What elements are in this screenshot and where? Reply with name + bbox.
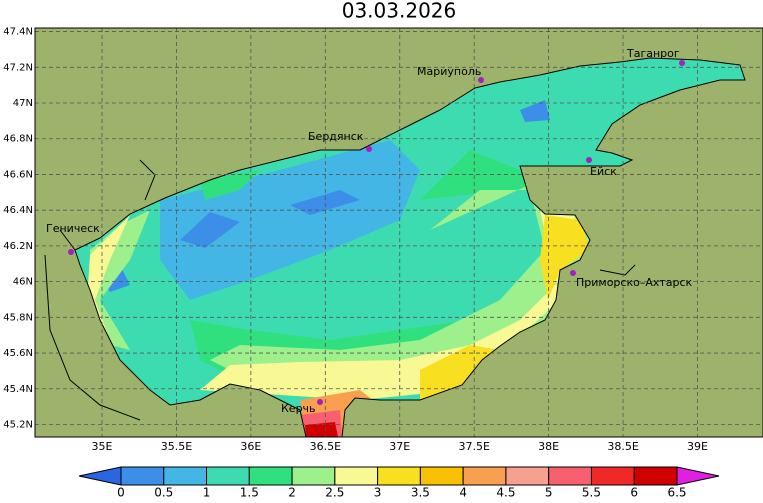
colorbar-tick-label: 5.5 — [582, 486, 601, 500]
map-frame — [34, 27, 763, 438]
contour-6-6.5 — [305, 422, 338, 437]
city-label: Керчь — [281, 402, 316, 415]
lon-tick-label: 36E — [240, 440, 261, 453]
colorbar-segment — [590, 466, 635, 486]
city-dot — [366, 146, 372, 152]
city-dot — [570, 270, 576, 276]
colorbar-tick-label: 2.5 — [325, 486, 344, 500]
title: 03.03.2026 — [342, 0, 457, 23]
colorbar-tick-label: 4 — [459, 486, 467, 500]
lat-tick-label: 46N — [13, 277, 33, 288]
colorbar-tick-label: 4.5 — [496, 486, 515, 500]
colorbar-end — [676, 466, 720, 486]
city-dot — [317, 399, 323, 405]
lat-tick-label: 46.6N — [3, 169, 33, 180]
lat-tick-label: 45.4N — [3, 384, 33, 395]
lon-tick-label: 38.5E — [607, 440, 638, 453]
colorbar-segment — [505, 466, 550, 486]
colorbar-tick-label: 6.5 — [667, 486, 686, 500]
colorbar-tick-label: 0 — [117, 486, 125, 500]
lon-tick-label: 35.5E — [161, 440, 192, 453]
lat-tick-label: 45.6N — [3, 348, 33, 359]
colorbar-segment — [633, 466, 678, 486]
colorbar-tick-label: 1 — [203, 486, 211, 500]
city-label: Приморско–Ахтарск — [576, 276, 693, 289]
contour-3-3.5 — [420, 215, 590, 400]
colorbar: 0 0.5 1 1.5 2 2.5 3 3.5 4 4.5 5 5.5 6 6.5 — [78, 466, 720, 500]
cities: Геническ Бердянск Мариуполь Таганрог Ейс… — [46, 47, 693, 415]
contour-2.5-3 — [85, 210, 575, 400]
colorbar-segment — [334, 466, 379, 486]
city-label: Ейск — [590, 165, 617, 178]
lon-tick-label: 36.5E — [310, 440, 341, 453]
city-dot — [679, 60, 685, 66]
lat-tick-label: 45.8N — [3, 312, 33, 323]
lat-tick-label: 46.4N — [3, 205, 33, 216]
colorbar-segment — [419, 466, 464, 486]
colorbar-tick-label: 1.5 — [240, 486, 259, 500]
city-label: Бердянск — [308, 130, 364, 143]
city-label: Мариуполь — [417, 65, 481, 78]
city-dot — [478, 77, 484, 83]
colorbar-tick-label: 5 — [545, 486, 553, 500]
colorbar-segment — [291, 466, 336, 486]
colorbar-segment — [206, 466, 250, 486]
lat-tick-label: 47.2N — [3, 62, 33, 73]
colorbar-tick-label: 6 — [630, 486, 638, 500]
lat-tick-label: 46.8N — [3, 134, 33, 145]
lat-tick-label: 47.4N — [3, 27, 33, 38]
colorbar-end — [78, 466, 122, 486]
lon-tick-label: 39E — [687, 440, 708, 453]
contour-2-2.5 — [90, 180, 600, 385]
colorbar-segment — [462, 466, 507, 486]
colorbar-segment — [163, 466, 208, 486]
city-label: Геническ — [46, 222, 100, 235]
colorbar-tick-label: 2 — [288, 486, 296, 500]
colorbar-segment — [377, 466, 421, 486]
colorbar-segment — [548, 466, 592, 486]
city-dot — [586, 157, 592, 163]
colorbar-segment — [248, 466, 293, 486]
colorbar-tick-label: 3.5 — [411, 486, 430, 500]
city-label: Таганрог — [626, 47, 680, 60]
colorbar-tick-label: 3 — [374, 486, 382, 500]
colorbar-segment — [120, 466, 165, 486]
lat-tick-label: 46.2N — [3, 241, 33, 252]
contour-0.5-1 — [160, 140, 420, 300]
lat-tick-label: 47N — [13, 98, 33, 109]
coastline-detail — [44, 159, 636, 421]
lon-tick-label: 37.5E — [458, 440, 489, 453]
city-dot — [68, 249, 74, 255]
lon-tick-label: 35E — [92, 440, 113, 453]
grid — [35, 28, 763, 437]
lat-tick-label: 45.2N — [3, 419, 33, 430]
lon-tick-label: 37E — [389, 440, 410, 453]
colorbar-tick-label: 0.5 — [154, 486, 173, 500]
lon-tick-label: 38E — [538, 440, 559, 453]
